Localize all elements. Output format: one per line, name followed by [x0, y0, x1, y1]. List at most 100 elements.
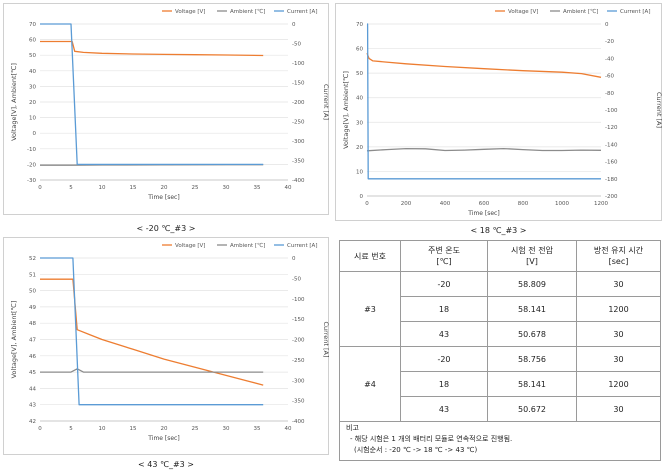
chart-caption-minus20: < -20 ℃_#3 > [136, 224, 196, 233]
remarks-title: 비고 [346, 424, 359, 432]
y-right-tick-label: -140 [605, 142, 618, 148]
y-right-tick-label: -150 [292, 81, 305, 87]
table-cell: 43 [400, 396, 488, 422]
x-tick-label: 35 [254, 185, 261, 191]
series-line-current [366, 23, 601, 180]
y-left-tick-label: 50 [356, 71, 363, 77]
y-left-tick-label: 10 [356, 169, 363, 175]
y-right-tick-label: 0 [292, 22, 296, 28]
table-cell: 43 [400, 321, 488, 347]
table-cell: 1200 [576, 296, 661, 322]
table-cell: 18 [400, 371, 488, 397]
table-cell: -20 [400, 271, 488, 297]
series-line-current [40, 257, 264, 406]
y-right-tick-label: -300 [292, 378, 305, 384]
x-tick-label: 600 [479, 201, 490, 207]
table-row: 43 50.672 30 [340, 396, 661, 422]
y-left-tick-label: 0 [360, 194, 364, 200]
y-right-tick-label: -200 [292, 338, 305, 344]
table-cell: 58.809 [487, 271, 577, 297]
sample-cell: #4 [339, 346, 401, 422]
table-cell: 18 [400, 296, 488, 322]
y-left-tick-label: 42 [29, 419, 36, 425]
chart-panel-18: 0 10 20 30 40 50 60 70 -200 -180 -160 -140 -120 -100-… [335, 3, 663, 221]
chart-panel-43: 42 43 44 45 46 47 48 49 50 51 52 -400 -350 -300 -250 -2… [3, 237, 330, 455]
table-cell: 30 [576, 321, 661, 347]
legend-label: Voltage [V] [175, 9, 205, 15]
results-table: 시료 번호 주변 온도 [℃] 시험 전 전압 [V] 방전 유지 시간 [sec] … [339, 240, 661, 422]
table-cell: 58.141 [487, 296, 577, 322]
legend-label: Ambient [℃] [230, 242, 265, 249]
x-tick-label: 0 [38, 426, 42, 432]
x-tick-label: 10 [99, 185, 106, 191]
table-cell: 58.141 [487, 371, 577, 397]
remarks-line: - 해당 시험은 1 개의 배터리 모듈로 연속적으로 진행됨. [350, 435, 513, 443]
x-tick-label: 1200 [594, 201, 608, 207]
y-right-tick-label: -200 [292, 100, 305, 106]
x-tick-label: 5 [69, 185, 73, 191]
table-cell: 1200 [576, 371, 661, 397]
x-tick-label: 20 [161, 185, 168, 191]
header-sample: 시료 번호 [339, 240, 401, 272]
y-left-tick-label: 70 [356, 22, 363, 28]
y-left-axis-title: Voltage[V], Ambient[℃] [10, 63, 18, 141]
table-cell: 30 [576, 396, 661, 422]
table-cell: 50.672 [487, 396, 577, 422]
y-right-tick-label: -300 [292, 139, 305, 145]
y-right-tick-label: -150 [292, 317, 305, 323]
chart-caption-43: < 43 ℃_#3 > [138, 460, 194, 469]
y-left-axis-title: Voltage[V], Ambient[℃] [342, 71, 350, 149]
x-tick-label: 5 [69, 426, 73, 432]
header-voltage: 시험 전 전압 [V] [487, 240, 577, 272]
y-left-tick-label: 30 [356, 120, 363, 126]
table-row: #4 -20 58.756 30 [339, 346, 661, 422]
legend-label: Current [A] [620, 9, 650, 15]
y-left-tick-label: -10 [27, 147, 36, 153]
y-right-tick-label: 0 [605, 22, 609, 28]
table-header-row: 시료 번호 주변 온도 [℃] 시험 전 전압 [V] 방전 유지 시간 [sec] [339, 240, 661, 272]
x-tick-label: 400 [440, 201, 451, 207]
legend-label: Ambient [℃] [230, 8, 265, 15]
y-right-tick-label: -20 [605, 39, 614, 45]
chart-caption-18: < 18 ℃_#3 > [470, 226, 527, 235]
y-right-axis-title: Current [A] [655, 92, 663, 128]
table-cell: -20 [400, 346, 488, 372]
table-cell: 30 [576, 271, 661, 297]
chart-43: 4243444546474849505152-400-350-300-250-2… [10, 242, 330, 442]
series-line-ambient [40, 368, 264, 373]
y-left-tick-label: 45 [29, 370, 36, 376]
y-right-tick-label: -60 [605, 74, 614, 80]
y-left-tick-label: 44 [29, 386, 36, 392]
y-right-tick-label: -80 [605, 91, 614, 97]
chart-minus20: -30-20-10010203040506070-400-350-300-250… [10, 8, 330, 201]
table-row: 43 50.678 30 [340, 321, 661, 347]
x-tick-label: 30 [223, 185, 230, 191]
y-left-tick-label: 52 [29, 256, 36, 262]
x-tick-label: 15 [130, 185, 137, 191]
y-left-tick-label: 20 [356, 145, 363, 151]
x-tick-label: 200 [401, 201, 412, 207]
y-left-tick-label: 43 [29, 403, 36, 409]
y-right-tick-label: -250 [292, 358, 305, 364]
x-tick-label: 20 [161, 426, 168, 432]
y-right-tick-label: -200 [605, 194, 618, 200]
x-tick-label: 1000 [555, 201, 569, 207]
y-right-axis-title: Current [A] [322, 322, 330, 358]
legend-label: Voltage [V] [175, 243, 205, 249]
y-left-tick-label: 40 [29, 69, 36, 75]
y-left-tick-label: 30 [29, 84, 36, 90]
y-right-tick-label: -180 [605, 177, 618, 183]
x-axis-title: Time [sec] [147, 194, 179, 201]
y-left-tick-label: 70 [29, 22, 36, 28]
series-line-voltage [366, 52, 602, 78]
y-left-axis-title: Voltage[V], Ambient[℃] [10, 301, 18, 379]
legend-label: Current [A] [287, 243, 317, 249]
y-left-tick-label: -20 [27, 162, 36, 168]
remarks-line: (시험순서 : -20 ℃ -> 18 ℃ -> 43 ℃) [354, 446, 478, 454]
y-right-tick-label: -120 [605, 125, 618, 131]
y-right-tick-label: -400 [292, 419, 305, 425]
y-left-tick-label: 0 [33, 131, 37, 137]
y-right-tick-label: 0 [292, 256, 296, 262]
y-right-tick-label: -350 [292, 399, 305, 405]
x-tick-label: 40 [285, 426, 292, 432]
